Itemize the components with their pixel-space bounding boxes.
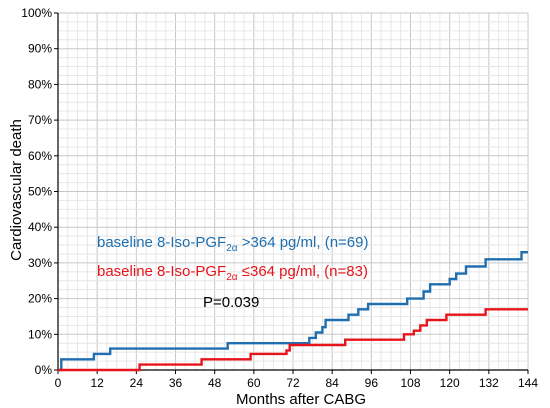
legend-high-subscript: 2α	[226, 243, 238, 254]
legend-low-subscript: 2α	[226, 272, 238, 283]
grid	[57, 12, 529, 371]
legend-low-suffix: ≤364 pg/ml, (n=83)	[238, 263, 368, 280]
x-tick-label: 108	[400, 376, 420, 390]
y-tick-label: 100%	[21, 6, 52, 20]
legend-entry-low: baseline 8-Iso-PGF2α ≤364 pg/ml, (n=83)	[97, 263, 368, 283]
series-line-low	[58, 308, 528, 372]
y-tick-label: 0%	[35, 363, 53, 377]
legend-high-prefix: baseline 8-Iso-PGF	[97, 234, 226, 251]
x-tick-labels: 0 12 24 36 48 60 72 84 96 108 120 132 144	[55, 376, 539, 390]
y-tick-label: 10%	[28, 327, 52, 341]
series-line-high	[58, 251, 528, 372]
legend-low-prefix: baseline 8-Iso-PGF	[97, 263, 226, 280]
x-tick-label: 120	[440, 376, 460, 390]
y-tick-labels: 0% 10% 20% 30% 40% 50% 60% 70% 80% 90% 100%	[21, 6, 52, 377]
x-tick-label: 24	[130, 376, 144, 390]
y-tick-label: 70%	[28, 113, 52, 127]
legend-entry-high: baseline 8-Iso-PGF2α >364 pg/ml, (n=69)	[97, 234, 369, 254]
y-tick-label: 30%	[28, 256, 52, 270]
x-tick-label: 84	[325, 376, 339, 390]
x-tick-label: 96	[365, 376, 379, 390]
y-tick-label: 20%	[28, 292, 52, 306]
y-tick-label: 80%	[28, 77, 52, 91]
x-tick-label: 132	[479, 376, 499, 390]
series-layer	[58, 251, 528, 372]
y-axis-title: Cardiovascular death	[8, 119, 25, 261]
y-tick-label: 40%	[28, 220, 52, 234]
x-tick-label: 144	[518, 376, 538, 390]
x-tick-label: 36	[169, 376, 183, 390]
x-tick-label: 12	[90, 376, 104, 390]
plot-frame	[54, 12, 529, 374]
x-tick-label: 72	[286, 376, 300, 390]
x-tick-label: 48	[208, 376, 222, 390]
x-axis-title: Months after CABG	[236, 391, 366, 408]
x-tick-label: 60	[247, 376, 261, 390]
y-tick-label: 60%	[28, 149, 52, 163]
x-tick-label: 0	[55, 376, 62, 390]
y-tick-label: 50%	[28, 185, 52, 199]
p-value-annotation: P=0.039	[203, 294, 259, 311]
legend-high-suffix: >364 pg/ml, (n=69)	[238, 234, 369, 251]
y-tick-label: 90%	[28, 42, 52, 56]
